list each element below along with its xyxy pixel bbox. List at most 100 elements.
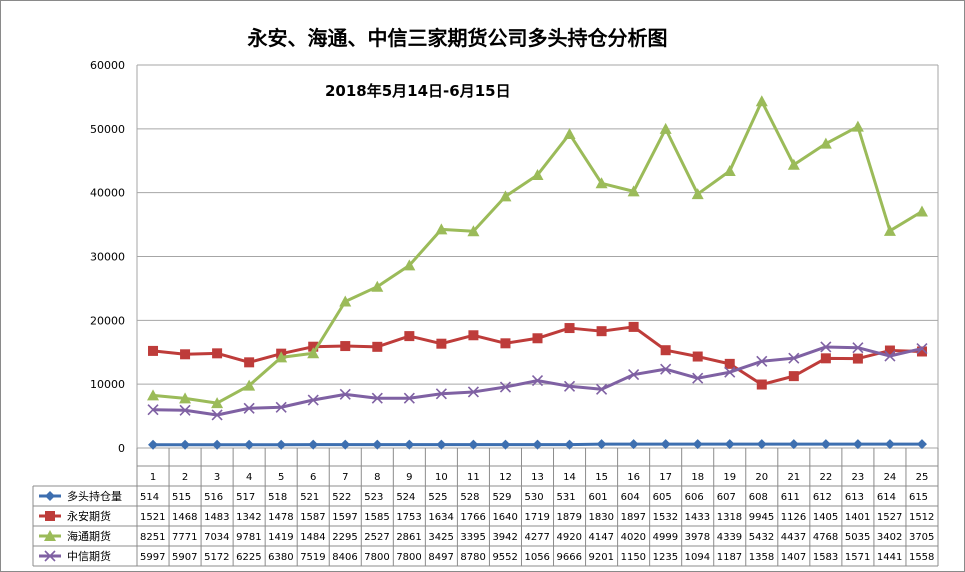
table-cell-value: 8780: [460, 552, 485, 563]
triangle-point: [627, 185, 640, 197]
diamond-point: [212, 439, 223, 450]
legend-series-name: 海通期货: [67, 529, 111, 543]
table-cell-value: 604: [621, 492, 640, 503]
table-cell-value: 3395: [460, 532, 485, 543]
table-cell-value: 3705: [909, 532, 934, 543]
table-cell-value: 1419: [268, 532, 293, 543]
x-point: [435, 388, 447, 400]
square-point: [468, 330, 479, 341]
triangle-point: [851, 120, 864, 132]
table-cell-value: 1484: [300, 532, 325, 543]
table-cell-value: 7800: [396, 552, 421, 563]
x-point-stroke: [596, 383, 608, 395]
triangle-point: [44, 530, 56, 541]
x-tick-label: 20: [755, 472, 768, 483]
x-point: [756, 355, 768, 367]
x-tick-label: 17: [659, 472, 672, 483]
table-cell-value: 4020: [621, 532, 646, 543]
x-point-stroke: [467, 386, 479, 398]
table-cell-value: 523: [364, 492, 383, 503]
x-point: [275, 401, 287, 413]
x-point-stroke: [628, 369, 640, 381]
table-cell-value: 1558: [909, 552, 934, 563]
diamond-point: [276, 439, 287, 450]
x-tick-label: 10: [435, 472, 448, 483]
x-point: [403, 392, 415, 404]
diamond-point: [500, 439, 511, 450]
x-tick-label: 3: [214, 472, 220, 483]
triangle-point: [819, 137, 832, 149]
table-cell-value: 614: [877, 492, 896, 503]
table-cell-value: 1897: [621, 512, 646, 523]
table-cell-value: 601: [589, 492, 608, 503]
square-point: [436, 338, 447, 349]
x-point-stroke: [307, 394, 319, 406]
table-cell-value: 3402: [877, 532, 902, 543]
series-lines: [147, 95, 928, 450]
triangle-point: [787, 158, 800, 170]
x-point-stroke: [499, 381, 512, 393]
table-cell-value: 7800: [364, 552, 389, 563]
x-point: [852, 342, 864, 354]
x-tick-label: 18: [691, 472, 704, 483]
square-point: [884, 345, 895, 356]
table-cell-value: 530: [524, 492, 543, 503]
triangle-point: [723, 165, 736, 177]
table-cell-value: 7519: [300, 552, 325, 563]
triangle-point: [883, 224, 896, 236]
square-point: [45, 511, 55, 521]
x-point: [371, 392, 383, 404]
square-point: [244, 357, 255, 368]
table-cell-value: 8406: [332, 552, 357, 563]
table-cell-value: 1830: [589, 512, 614, 523]
diamond-point: [308, 439, 319, 450]
chart-title: 永安、海通、中信三家期货公司多头持仓分析图: [247, 26, 668, 50]
table-cell-value: 1318: [717, 512, 742, 523]
series-0: [148, 439, 927, 450]
table-cell-value: 1483: [204, 512, 229, 523]
table-cell-value: 7034: [204, 532, 229, 543]
table-cell-value: 4147: [589, 532, 614, 543]
diamond-point: [45, 491, 55, 501]
triangle-point: [499, 190, 512, 202]
y-tick-label: 10000: [90, 378, 125, 391]
square-point: [212, 348, 223, 359]
y-tick-label: 30000: [90, 251, 125, 264]
x-point-stroke: [403, 392, 415, 404]
x-tick-label: 19: [723, 472, 736, 483]
triangle-point: [243, 379, 256, 391]
triangle-point: [467, 225, 480, 237]
table-cell-value: 1468: [172, 512, 197, 523]
square-point: [372, 341, 383, 352]
triangle-point: [211, 397, 224, 409]
table-cell-value: 7771: [172, 532, 197, 543]
triangle-point: [435, 223, 448, 235]
table-cell-value: 1583: [813, 552, 838, 563]
table-cell-value: 1187: [717, 552, 742, 563]
x-tick-label: 21: [787, 472, 800, 483]
x-point-stroke: [916, 342, 928, 355]
x-point: [243, 402, 255, 414]
table-cell-value: 1056: [524, 552, 549, 563]
x-point: [499, 381, 512, 393]
x-point: [467, 386, 479, 398]
legend-series-name: 多头持仓量: [67, 489, 122, 503]
table-cell-value: 1585: [364, 512, 389, 523]
table-cell-value: 1766: [460, 512, 485, 523]
table-cell-value: 528: [460, 492, 479, 503]
table-cell-value: 1719: [524, 512, 549, 523]
triangle-point: [595, 177, 608, 189]
x-point-stroke: [243, 402, 255, 414]
table-cell-value: 605: [653, 492, 672, 503]
x-point: [211, 409, 223, 421]
table-cell-value: 1571: [845, 552, 870, 563]
x-point: [147, 404, 159, 416]
x-tick-label: 12: [499, 472, 512, 483]
x-point: [563, 380, 576, 392]
table-cell-value: 1433: [685, 512, 710, 523]
square-point: [756, 379, 767, 390]
square-point: [852, 353, 863, 364]
x-point-stroke: [724, 366, 736, 378]
square-point: [788, 371, 799, 382]
square-point: [308, 341, 319, 352]
